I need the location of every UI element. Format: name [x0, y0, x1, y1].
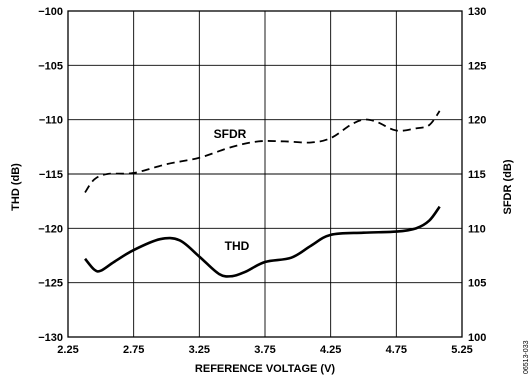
y2-tick-label: 125 [468, 60, 486, 72]
x-tick-label: 2.75 [123, 344, 144, 356]
x-tick-label: 5.25 [451, 344, 472, 356]
y-tick-label: −120 [38, 223, 63, 235]
series-lines [84, 110, 441, 278]
y-tick-labels: −130 −125 −120 −115 −110 −105 −100 [38, 6, 63, 344]
y2-tick-label: 110 [468, 223, 486, 235]
y-tick-label: −100 [38, 6, 63, 18]
x-tick-label: 3.75 [254, 344, 275, 356]
x-tick-label: 4.75 [386, 344, 407, 356]
series-line-thd [84, 205, 441, 278]
y-tick-label: −125 [38, 278, 63, 290]
y2-tick-labels: 100 105 110 115 120 125 130 [468, 6, 486, 344]
y2-axis-title: SFDR (dB) [502, 159, 514, 214]
y-tick-label: −115 [39, 169, 63, 181]
x-tick-label: 4.25 [320, 344, 341, 356]
x-tick-label: 3.25 [189, 344, 210, 356]
y2-tick-label: 115 [468, 169, 486, 181]
y-axis-title: THD (dB) [10, 163, 22, 211]
y-tick-label: −130 [38, 332, 63, 344]
y-tick-label: −110 [39, 115, 63, 127]
sfdr-series-label: SFDR [214, 127, 247, 141]
y-tick-label: −105 [38, 60, 63, 72]
x-tick-labels: 2.25 2.75 3.25 3.75 4.25 4.75 5.25 [57, 344, 472, 356]
x-axis-title: REFERENCE VOLTAGE (V) [195, 363, 335, 375]
y2-tick-label: 105 [468, 278, 486, 290]
y2-tick-label: 120 [468, 115, 486, 127]
thd-series-label: THD [225, 239, 250, 253]
grid [68, 11, 462, 337]
figure-id: 06513-033 [523, 340, 530, 374]
y2-tick-label: 130 [468, 6, 486, 18]
y2-tick-label: 100 [468, 332, 486, 344]
x-tick-label: 2.25 [57, 344, 78, 356]
series-line-sfdr [84, 110, 441, 193]
